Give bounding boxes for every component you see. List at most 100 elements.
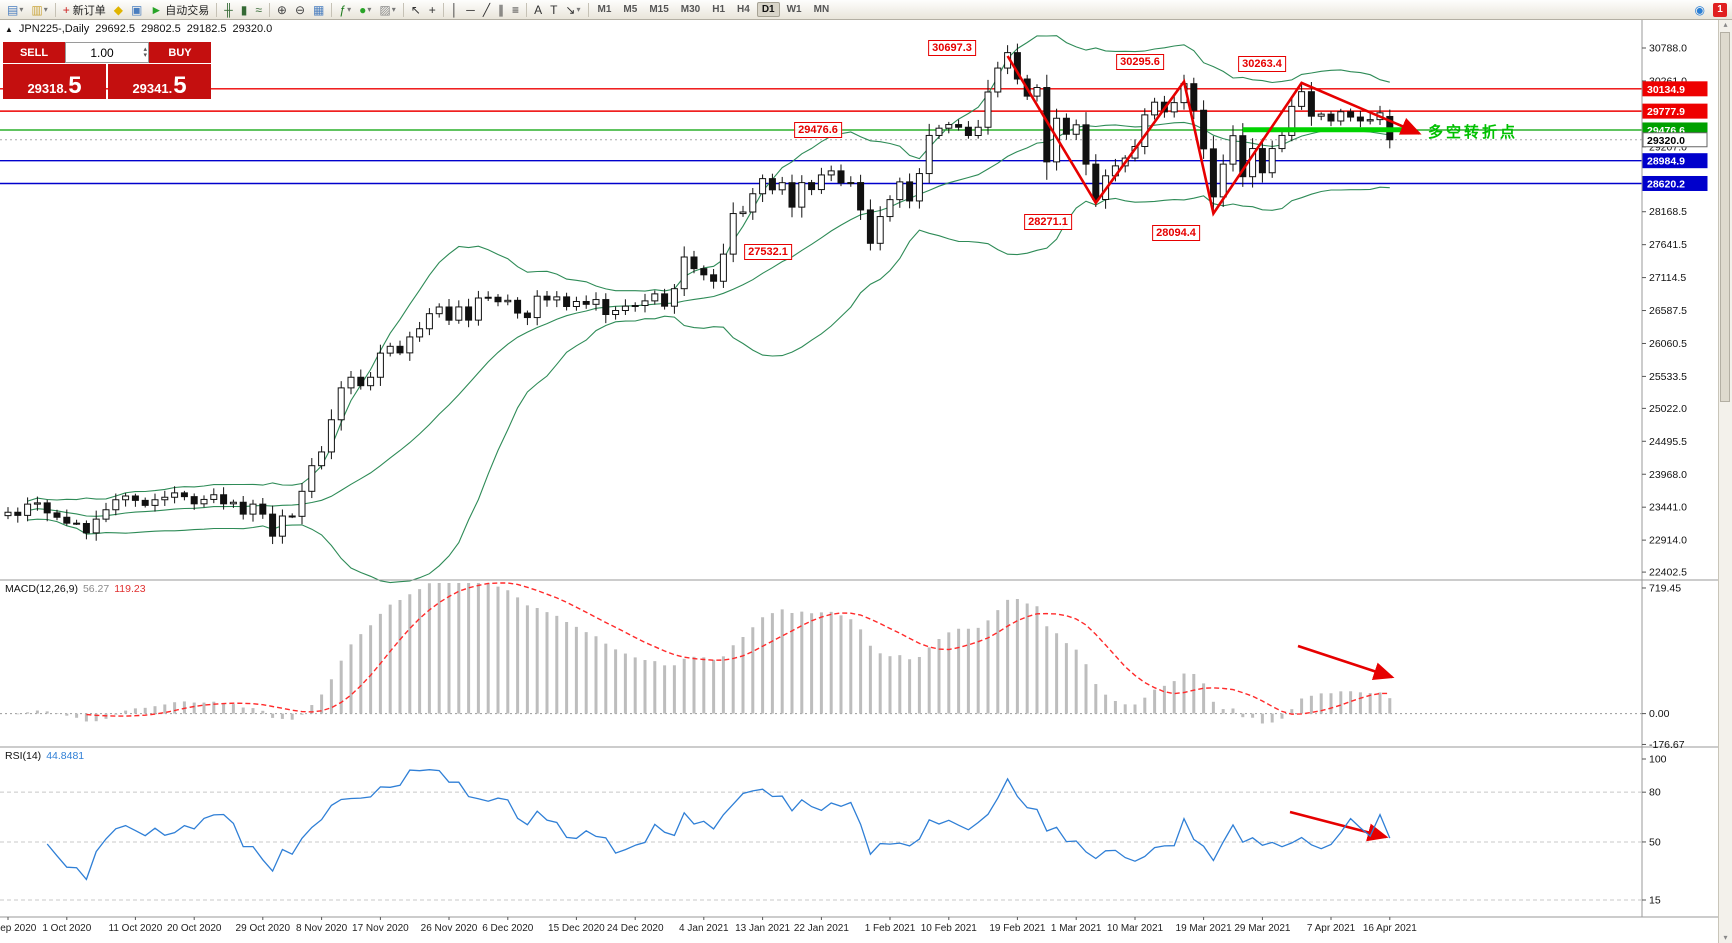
text-button[interactable]: A (531, 1, 545, 19)
one-click-trading-panel: SELL ▴ ▾ BUY 29318.5 29341.5 (3, 42, 211, 99)
periods-button[interactable]: ● ▾ (356, 1, 374, 19)
date-label: 6 Dec 2020 (482, 923, 534, 934)
date-label: 29 Mar 2021 (1234, 923, 1291, 934)
lot-decrease-button[interactable]: ▾ (143, 51, 147, 59)
terminal-button[interactable]: ▣ (128, 1, 145, 19)
toolbar-separator (54, 2, 56, 17)
equidistant-channel-button[interactable]: ∥ (495, 1, 507, 19)
price-badge-label: 29777.9 (1647, 106, 1685, 118)
timeframe-mn[interactable]: MN (813, 4, 830, 15)
rsi-value: 44.8481 (46, 750, 85, 762)
price-tick-label: 25533.5 (1649, 371, 1687, 383)
lot-size-field[interactable]: ▴ ▾ (65, 42, 149, 63)
price-callout: 28094.4 (1152, 225, 1200, 241)
sell-price[interactable]: 29318. 5 (3, 64, 106, 99)
price-badge-label: 28620.2 (1647, 178, 1685, 190)
price-tick-label: 26587.5 (1649, 305, 1687, 317)
buy-button[interactable]: BUY (149, 42, 211, 63)
macd-axis-label: 719.45 (1649, 582, 1681, 594)
price-axis: 30788.030261.029207.028168.527641.527114… (1642, 43, 1708, 579)
cursor-button[interactable]: ↖ (408, 1, 424, 19)
toolbar-separator (402, 2, 404, 17)
zoom-in-icon: ⊕ (276, 2, 287, 17)
fibonacci-icon: ≡ (512, 2, 520, 17)
buy-price[interactable]: 29341. 5 (108, 64, 211, 99)
lot-size-input[interactable] (66, 43, 148, 62)
cursor-icon: ↖ (410, 2, 421, 17)
new-chart-icon: ▤ (7, 2, 19, 17)
bar-chart-button[interactable]: ╫ (221, 1, 236, 19)
scroll-down-icon[interactable]: ▾ (1723, 933, 1728, 942)
timeframe-h4[interactable]: H4 (737, 4, 750, 15)
timeframe-h1[interactable]: H1 (712, 4, 726, 15)
macd-panel: 719.45 0.00 -176.67 (0, 582, 1685, 751)
timeframe-m30[interactable]: M30 (680, 4, 701, 15)
fibonacci-button[interactable]: ≡ (509, 1, 522, 19)
price-callout: 27532.1 (744, 244, 792, 260)
macd-signal-value: 119.23 (114, 583, 146, 595)
indicators-button[interactable]: ƒ ▾ (336, 1, 354, 19)
date-label: 24 Dec 2020 (607, 923, 664, 934)
timeframe-m5[interactable]: M5 (623, 4, 638, 15)
timeframe-w1[interactable]: W1 (786, 4, 802, 15)
scroll-up-icon[interactable]: ▴ (1723, 20, 1728, 29)
timeframe-m15[interactable]: M15 (649, 4, 669, 15)
chevron-down-icon: ▾ (391, 5, 396, 14)
zoom-out-button[interactable]: ⊖ (292, 1, 308, 19)
timeframe-m1[interactable]: M1 (597, 4, 612, 15)
price-tick-label: 22402.5 (1649, 567, 1687, 579)
tile-windows-button[interactable]: ▦ (310, 1, 327, 19)
rsi-axis-label: 15 (1649, 895, 1661, 907)
lot-increase-button[interactable]: ▴ (143, 45, 147, 53)
horizontal-line-button[interactable]: ─ (463, 1, 478, 19)
zoom-in-button[interactable]: ⊕ (274, 1, 290, 19)
text-label-button[interactable]: T (547, 1, 560, 19)
metaeditor-icon: ◆ (113, 2, 123, 17)
toolbar-separator (331, 2, 333, 17)
timeframe-d1[interactable]: D1 (756, 2, 780, 17)
templates-button[interactable]: ▨ ▾ (376, 1, 398, 19)
sell-button[interactable]: SELL (3, 42, 65, 63)
macd-axis-label: 0.00 (1649, 708, 1670, 720)
macd-label: MACD(12,26,9) 56.27 119.23 (5, 583, 146, 595)
autotrading-label: 自动交易 (165, 4, 210, 17)
toolbar-right: ◉ 1 (1691, 0, 1729, 19)
price-callout: 30295.6 (1116, 54, 1164, 70)
line-chart-button[interactable]: ≈ (252, 1, 265, 19)
new-order-button[interactable]: + 新订单 (60, 1, 109, 19)
notifications-badge[interactable]: 1 (1713, 2, 1727, 17)
price-callout: 30263.4 (1238, 56, 1286, 72)
chevron-down-icon: ▾ (576, 5, 581, 14)
autotrading-button[interactable]: ► 自动交易 (147, 1, 212, 19)
rsi-name: RSI(14) (5, 750, 42, 762)
arrows-button[interactable]: ↘ ▾ (562, 1, 583, 19)
date-label: 29 Oct 2020 (236, 923, 291, 934)
crosshair-button[interactable]: + (426, 1, 439, 19)
crosshair-icon: + (428, 2, 436, 17)
vertical-line-button[interactable]: │ (448, 1, 462, 19)
price-tick-label: 27641.5 (1649, 239, 1687, 251)
scrollbar-thumb[interactable] (1720, 32, 1730, 402)
vertical-scrollbar[interactable]: ▴ ▾ (1718, 20, 1732, 943)
trendline-icon: ╱ (482, 2, 491, 17)
candlestick-chart-button[interactable]: ▮ (238, 1, 251, 19)
new-chart-button[interactable]: ▤ ▾ (4, 1, 26, 19)
toolbar-separator (216, 2, 218, 17)
price-callout: 28271.1 (1024, 214, 1072, 230)
templates-icon: ▨ (379, 2, 391, 17)
candlestick-chart-icon: ▮ (240, 2, 248, 17)
date-label: 8 Nov 2020 (296, 923, 348, 934)
date-label: 16 Apr 2021 (1363, 923, 1417, 934)
community-button[interactable]: ◉ (1692, 1, 1708, 19)
profiles-button[interactable]: ▥ ▾ (28, 1, 50, 19)
price-badge-label: 30134.9 (1647, 84, 1685, 96)
trendline-button[interactable]: ╱ (480, 1, 493, 19)
price-tick-label: 23441.0 (1649, 502, 1687, 514)
sell-price-main: 29318. (27, 80, 68, 96)
metaeditor-button[interactable]: ◆ (111, 1, 126, 19)
zoom-out-icon: ⊖ (294, 2, 306, 17)
equidistant-channel-icon: ∥ (498, 2, 505, 17)
price-tick-label: 30788.0 (1649, 43, 1687, 55)
bollinger-bands (27, 35, 1390, 584)
